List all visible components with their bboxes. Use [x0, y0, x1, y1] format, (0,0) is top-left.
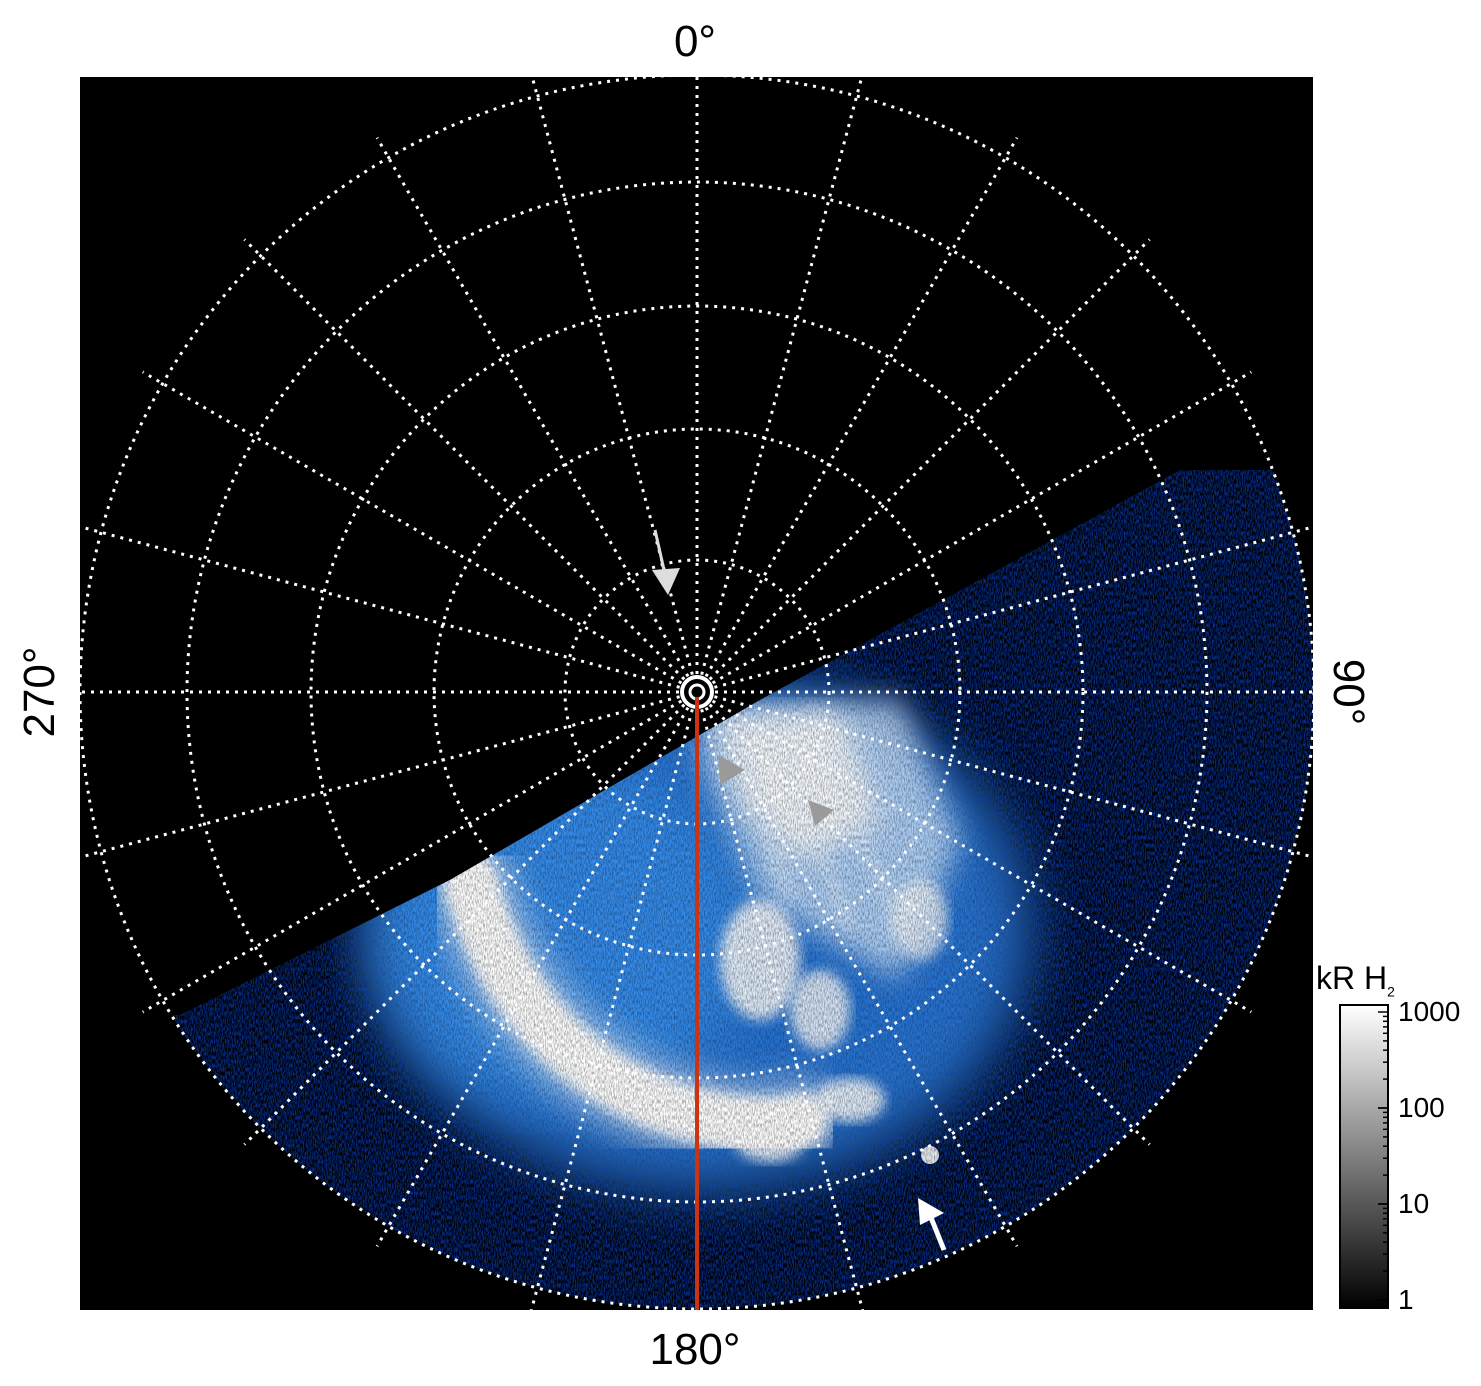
- colorbar-tick-label: 1: [1398, 1284, 1414, 1315]
- longitude-label-90: 90°: [1324, 658, 1373, 726]
- gray-arrow-top: [652, 529, 680, 595]
- colorbar-tick-label: 10: [1398, 1188, 1430, 1219]
- longitude-label-270: 270°: [15, 646, 64, 738]
- colorbar-tick-label: 1000: [1398, 996, 1461, 1027]
- gray-arrowhead: [808, 800, 834, 826]
- colorbar: [1339, 1004, 1389, 1309]
- longitude-label-180: 180°: [649, 1325, 741, 1374]
- grid-circle: [309, 304, 1085, 1080]
- white-arrow-bottom: [918, 1198, 947, 1251]
- colorbar-title: kR H2: [1316, 960, 1395, 1000]
- longitude-label-0: 0°: [673, 17, 717, 66]
- gray-arrowhead: [718, 755, 745, 785]
- colorbar-tick-label: 100: [1398, 1092, 1445, 1123]
